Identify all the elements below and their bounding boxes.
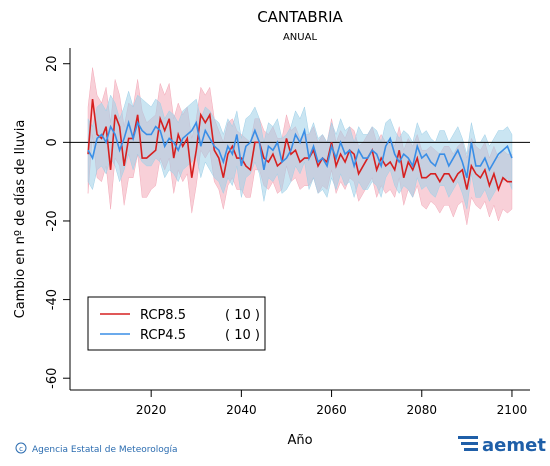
legend-box bbox=[87, 296, 266, 351]
x-tick-label: 2040 bbox=[226, 403, 257, 417]
y-tick-label: -60 bbox=[45, 368, 60, 389]
x-tick-label: 2100 bbox=[497, 403, 528, 417]
y-tick-label: -40 bbox=[45, 289, 60, 310]
chart-subtitle: ANUAL bbox=[283, 32, 317, 43]
x-tick-label: 2060 bbox=[316, 403, 347, 417]
y-axis-label: Cambio en nº de días de lluvia bbox=[13, 120, 28, 319]
legend-runs: ( 10 ) bbox=[225, 308, 260, 323]
logo-bar bbox=[461, 442, 478, 445]
x-tick-label: 2080 bbox=[406, 403, 437, 417]
agency-name: Agencia Estatal de Meteorología bbox=[32, 445, 178, 455]
x-axis-label: Año bbox=[287, 433, 312, 448]
y-tick-label: 0 bbox=[45, 138, 60, 146]
x-tick-label: 2020 bbox=[136, 403, 167, 417]
chart-title: CANTABRIA bbox=[257, 8, 343, 26]
legend-label: RCP4.5 bbox=[140, 328, 186, 343]
y-tick-label: -20 bbox=[45, 210, 60, 231]
logo-text: aemet bbox=[482, 435, 546, 456]
legend-label: RCP8.5 bbox=[140, 308, 186, 323]
copyright-icon bbox=[15, 442, 27, 454]
spread-band bbox=[87, 90, 513, 210]
logo-bar bbox=[458, 436, 478, 439]
logo: aemet bbox=[458, 435, 546, 456]
logo-bar bbox=[464, 448, 478, 451]
y-tick-label: 20 bbox=[45, 55, 60, 72]
series-line bbox=[87, 119, 513, 178]
legend-runs: ( 10 ) bbox=[225, 328, 260, 343]
footer-agency: c Agencia Estatal de Meteorología bbox=[15, 442, 178, 455]
copyright-c: c bbox=[19, 445, 23, 453]
